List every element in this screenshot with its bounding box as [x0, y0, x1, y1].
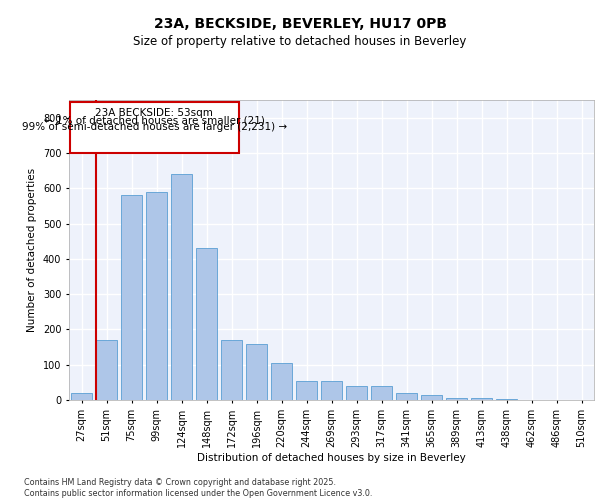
Bar [71, 393, 92, 400]
Bar [171, 174, 192, 400]
Bar [346, 386, 367, 400]
Bar [196, 248, 217, 400]
Text: Contains HM Land Registry data © Crown copyright and database right 2025.
Contai: Contains HM Land Registry data © Crown c… [24, 478, 373, 498]
Text: 23A BECKSIDE: 53sqm: 23A BECKSIDE: 53sqm [95, 108, 213, 118]
Text: Size of property relative to detached houses in Beverley: Size of property relative to detached ho… [133, 35, 467, 48]
Bar [121, 196, 142, 400]
Bar [146, 192, 167, 400]
Text: 99% of semi-detached houses are larger (2,231) →: 99% of semi-detached houses are larger (… [22, 122, 287, 132]
X-axis label: Distribution of detached houses by size in Beverley: Distribution of detached houses by size … [197, 452, 466, 462]
Bar [296, 380, 317, 400]
Bar [246, 344, 267, 400]
Bar [471, 398, 492, 400]
FancyBboxPatch shape [70, 102, 239, 153]
Bar [271, 363, 292, 400]
Bar [421, 394, 442, 400]
Text: 23A, BECKSIDE, BEVERLEY, HU17 0PB: 23A, BECKSIDE, BEVERLEY, HU17 0PB [154, 18, 446, 32]
Bar [321, 380, 342, 400]
Text: ← 1% of detached houses are smaller (21): ← 1% of detached houses are smaller (21) [44, 115, 265, 125]
Bar [221, 340, 242, 400]
Bar [96, 340, 117, 400]
Bar [371, 386, 392, 400]
Y-axis label: Number of detached properties: Number of detached properties [28, 168, 37, 332]
Bar [446, 398, 467, 400]
Bar [396, 393, 417, 400]
